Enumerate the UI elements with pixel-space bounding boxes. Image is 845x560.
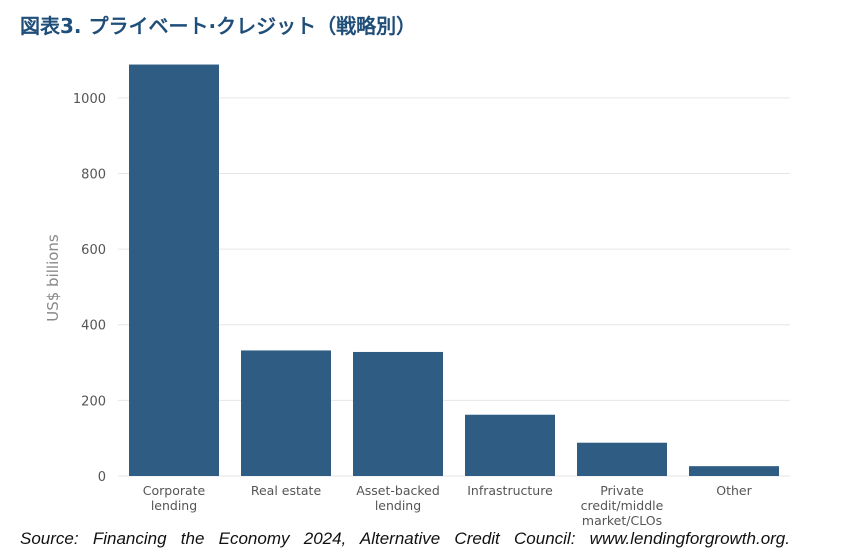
x-tick-label-line: Real estate [251,483,322,498]
y-axis-label: US$ billions [44,234,62,322]
y-tick-label: 0 [98,470,106,485]
x-tick-label-line: Infrastructure [467,483,553,498]
x-tick-label: Infrastructure [467,483,553,498]
x-tick-label: Private credit/middle market/CLOs [581,483,664,528]
x-tick-label-line: Private [600,483,644,498]
y-tick-label: 400 [81,319,106,334]
x-tick-label-line: credit/middle [581,498,664,513]
bar [465,414,555,476]
x-tick-label-line: Other [716,483,752,498]
x-tick-label-line: Corporate [143,483,206,498]
y-tick-label: 200 [81,394,106,409]
bars [129,64,779,477]
bar [689,466,779,476]
x-tick-label: Corporate lending [143,483,206,513]
source-note: Source: Financing the Economy 2024, Alte… [20,529,790,548]
y-axis-ticks: 0 200 400 600 800 1000 [73,92,106,485]
bar [353,351,443,476]
bar [577,442,667,476]
y-tick-label: 600 [81,243,106,258]
x-tick-label: Other [716,483,752,498]
x-tick-label-line: lending [151,498,197,513]
x-tick-label-line: market/CLOs [582,513,662,528]
x-tick-label-line: lending [375,498,421,513]
bar [241,350,331,476]
bar [129,64,219,477]
x-tick-label: Asset-backed lending [356,483,440,513]
x-tick-label: Real estate [251,483,322,498]
y-tick-label: 800 [81,167,106,182]
page-title: 図表3. プライベート·クレジット（戦略別） [20,14,417,38]
y-tick-label: 1000 [73,92,106,107]
x-tick-label-line: Asset-backed [356,483,440,498]
gridlines [118,97,790,477]
